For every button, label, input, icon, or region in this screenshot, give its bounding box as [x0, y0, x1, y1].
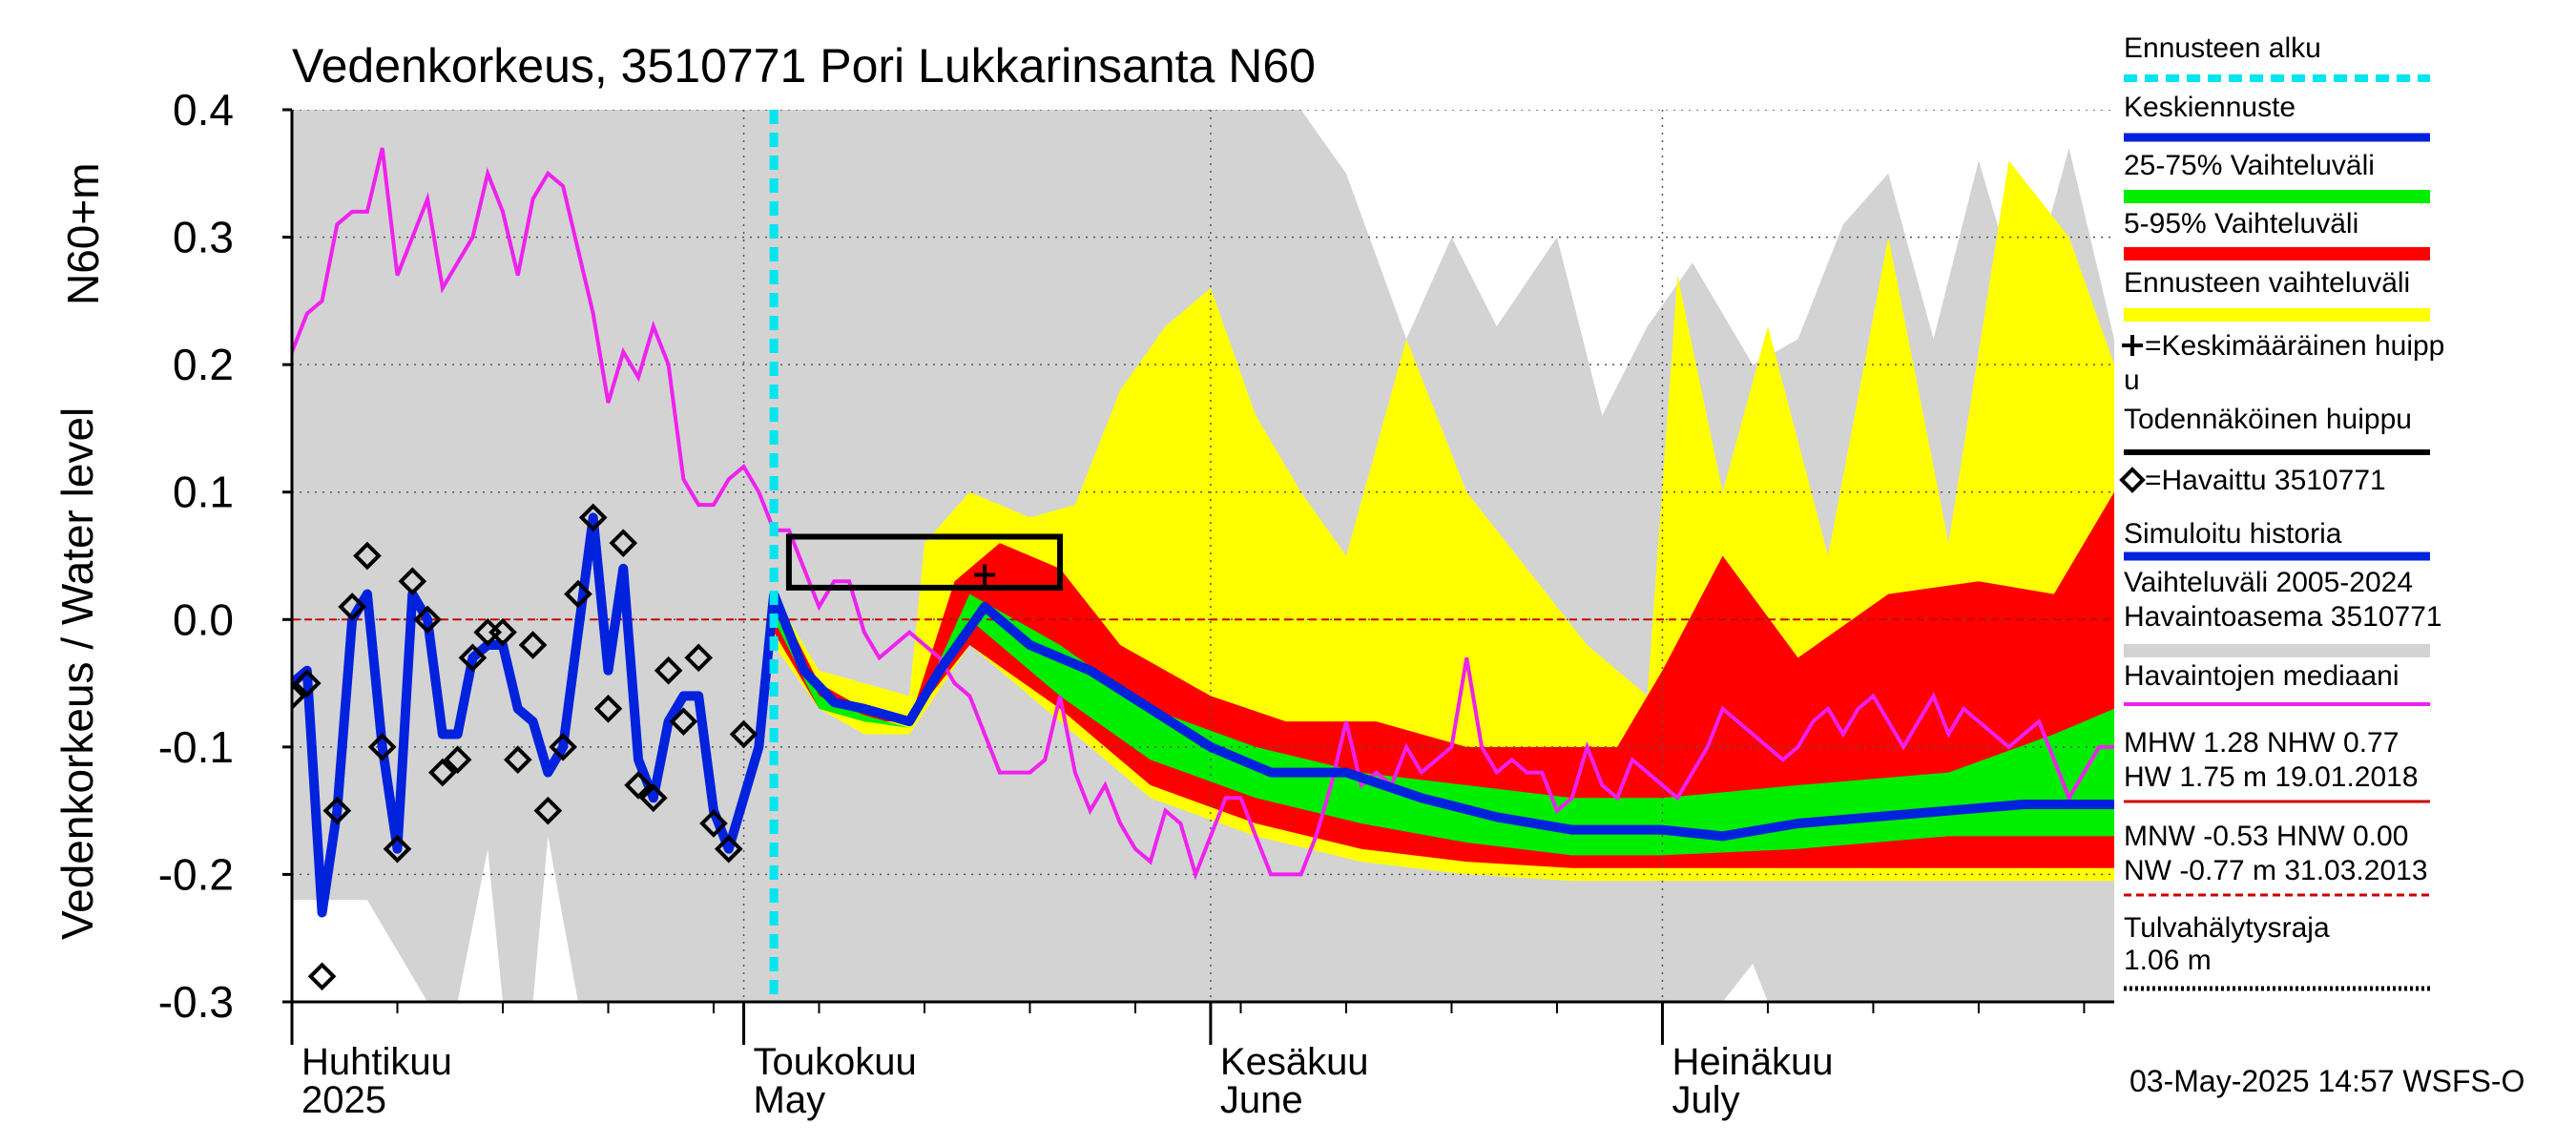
observed-point [367, 733, 397, 761]
stats-low-line2: NW -0.77 m 31.03.2013 [2124, 855, 2428, 886]
y-ticks: 0.4 0.3 0.2 0.1 0.0 -0.1 -0.2 -0.3 [158, 85, 292, 1027]
p5-95-range-area [774, 491, 2114, 868]
legend-label: Vaihteluväli 2005-2024 [2124, 567, 2413, 598]
legend-label: Havaintojen mediaani [2124, 660, 2399, 692]
observed-point [338, 593, 366, 621]
y-tick-label: 0.0 [173, 594, 234, 644]
observed-point [307, 962, 337, 991]
legend-label: u [2124, 364, 2140, 396]
y-tick-label: -0.3 [158, 977, 234, 1027]
observed-point [624, 771, 653, 800]
legend-label: =Havaittu 3510771 [2145, 465, 2386, 496]
flood-warning-label: Tulvahälytysraja [2124, 912, 2330, 944]
y-tick-label: 0.1 [173, 468, 234, 517]
flood-warning-value: 1.06 m [2124, 945, 2212, 976]
legend-label: Ennusteen alku [2124, 32, 2321, 64]
legend-label: 25-75% Vaihteluväli [2124, 150, 2375, 181]
footer-timestamp: 03-May-2025 14:57 WSFS-O [2129, 1064, 2524, 1098]
month-label-en: 2025 [301, 1079, 386, 1121]
plot-area [292, 110, 2114, 1002]
y-tick-label: 0.3 [173, 213, 234, 262]
observed-point [564, 579, 592, 609]
observed-point [443, 745, 472, 775]
mean-forecast-line [769, 592, 2114, 842]
y-axis-label: Vedenkorkeus / Water level [52, 407, 102, 940]
stats-high-line1: MHW 1.28 NHW 0.77 [2124, 727, 2399, 759]
mean-peak-marker [974, 564, 996, 586]
legend-diamond-icon [2119, 467, 2146, 493]
observed-point [398, 567, 427, 596]
observed-point [322, 796, 352, 825]
observed-point [549, 733, 577, 761]
observed-point [654, 656, 683, 685]
legend: Ennusteen alku Keskiennuste 25-75% Vaihtel… [2119, 32, 2444, 991]
observed-point [609, 529, 638, 557]
observed-point [578, 503, 608, 532]
observed-point [488, 617, 517, 647]
observed-point [413, 605, 442, 635]
legend-label: =Keskimääräinen huipp [2145, 330, 2444, 362]
legend-label: 5-95% Vaihteluväli [2124, 208, 2358, 239]
month-label-fi: Kesäkuu [1220, 1041, 1369, 1083]
stats-high-line2: HW 1.75 m 19.01.2018 [2124, 761, 2419, 793]
y-tick-label: 0.4 [173, 85, 234, 135]
legend-label: Ennusteen vaihteluväli [2124, 267, 2410, 299]
observed-point [292, 669, 322, 697]
observed-point [714, 834, 743, 864]
observed-point [428, 758, 457, 787]
month-label-fi: Huhtikuu [301, 1041, 452, 1083]
observed-point [729, 719, 758, 749]
observed-point [699, 809, 728, 838]
observed-point [353, 541, 382, 571]
observed-point [458, 643, 488, 673]
observed-point [639, 783, 668, 813]
observed-point [292, 681, 306, 711]
legend-label: Todennäköinen huippu [2124, 404, 2412, 435]
month-label-en: June [1220, 1079, 1303, 1121]
probable-peak-box [785, 533, 1064, 591]
observed-point [518, 631, 548, 659]
observed-point [593, 694, 623, 723]
month-label-en: May [754, 1079, 826, 1121]
observations-median-line [292, 147, 2114, 881]
observed-point [503, 745, 532, 775]
observed-point [533, 796, 563, 825]
y-tick-label: -0.1 [158, 722, 234, 772]
legend-label: Havaintoasema 3510771 [2124, 601, 2442, 633]
x-ticks [290, 1002, 2086, 1045]
stats-low-line1: MNW -0.53 HNW 0.00 [2124, 821, 2408, 852]
p25-75-range-area [774, 593, 2114, 856]
legend-label: Simuloitu historia [2124, 518, 2342, 550]
month-label-fi: Heinäkuu [1672, 1041, 1833, 1083]
y-tick-label: -0.2 [158, 849, 234, 899]
legend-label: Keskiennuste [2124, 92, 2296, 123]
month-label-en: July [1672, 1079, 1739, 1121]
y-axis-label-top: N60+m [58, 162, 108, 305]
observed-point [669, 707, 698, 736]
month-label-fi: Toukokuu [754, 1041, 917, 1083]
y-tick-label: 0.2 [173, 340, 234, 389]
simulated-history-line [292, 512, 779, 918]
observed-point [383, 834, 412, 864]
observed-points [292, 503, 758, 991]
chart-title: Vedenkorkeus, 3510771 Pori Lukkarinsanta… [292, 39, 1316, 93]
observed-point [684, 643, 714, 673]
